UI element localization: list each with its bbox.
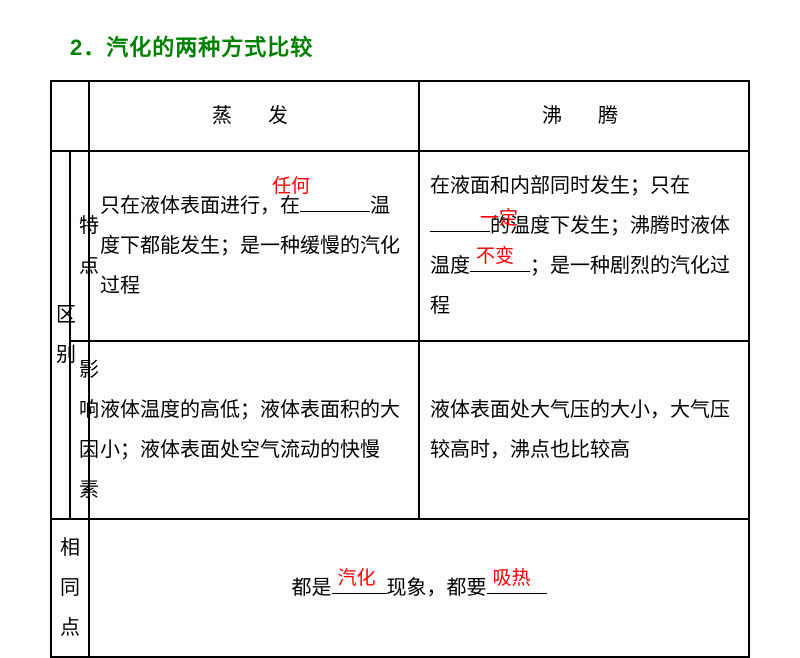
blank-any-temp: 任何: [300, 186, 370, 226]
feature-row: 区别 特点 只在液体表面进行，在任何温度下都能发生；是一种缓慢的汽化过程 在液面…: [51, 151, 749, 341]
feature-evap-cell: 只在液体表面进行，在任何温度下都能发生；是一种缓慢的汽化过程: [89, 151, 419, 341]
side-group-label: 区别: [51, 151, 70, 519]
header-boiling: 沸 腾: [419, 81, 749, 151]
factor-boil-cell: 液体表面处大气压的大小，大气压较高时，沸点也比较高: [419, 341, 749, 519]
fill-any: 任何: [272, 168, 310, 206]
blank-unchanged: 不变: [470, 246, 530, 286]
blank-absorb: 吸热: [487, 568, 547, 608]
fill-certain: 一定: [480, 200, 518, 238]
factor-row: 影响因素 液体温度的高低；液体表面积的大小；液体表面处空气流动的快慢 液体表面处…: [51, 341, 749, 519]
same-pre: 都是: [292, 577, 332, 599]
factor-evap-cell: 液体温度的高低；液体表面积的大小；液体表面处空气流动的快慢: [89, 341, 419, 519]
header-row: 蒸 发 沸 腾: [51, 81, 749, 151]
feat-boil-a: 在液面和内部同时发生；只在: [430, 175, 690, 197]
section-title: 2．汽化的两种方式比较: [70, 30, 750, 62]
same-mid: 现象，都要: [387, 577, 487, 599]
same-cell: 都是汽化现象，都要吸热: [89, 519, 749, 657]
header-empty: [51, 81, 89, 151]
feat-evap-pre: 只在液体表面进行，在: [100, 195, 300, 217]
blank-vaporize: 汽化: [332, 568, 387, 608]
feature-boil-cell: 在液面和内部同时发生；只在一定的温度下发生；沸腾时液体温度不变；是一种剧烈的汽化…: [419, 151, 749, 341]
same-row: 相同点 都是汽化现象，都要吸热: [51, 519, 749, 657]
header-evaporation: 蒸 发: [89, 81, 419, 151]
same-label: 相同点: [51, 519, 89, 657]
comparison-table: 蒸 发 沸 腾 区别 特点 只在液体表面进行，在任何温度下都能发生；是一种缓慢的…: [50, 80, 750, 658]
